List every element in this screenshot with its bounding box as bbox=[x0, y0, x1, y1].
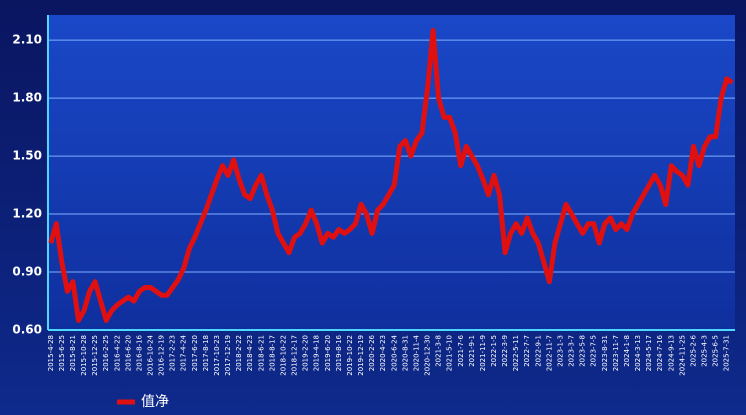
x-tick-label: 2021-9-1 bbox=[468, 335, 476, 367]
y-tick-label: 1.80 bbox=[12, 91, 42, 105]
x-tick-label: 2023-3-7 bbox=[568, 335, 576, 367]
plot-area bbox=[48, 15, 735, 330]
x-tick-label: 2017-10-23 bbox=[213, 335, 221, 376]
x-tick-label: 2020-2-26 bbox=[368, 334, 376, 371]
x-tick-label: 2020-4-23 bbox=[379, 335, 387, 371]
x-tick-label: 2024-3-13 bbox=[634, 335, 642, 371]
x-tick-label: 2020-11-4 bbox=[412, 334, 420, 371]
x-tick-label: 2020-6-24 bbox=[390, 334, 398, 371]
x-tick-label: 2018-6-21 bbox=[257, 335, 265, 371]
x-tick-label: 2024-11-25 bbox=[678, 335, 686, 376]
x-tick-label: 2016-8-16 bbox=[135, 334, 143, 371]
x-tick-label: 2016-12-19 bbox=[158, 335, 166, 376]
y-tick-label: 1.50 bbox=[12, 149, 42, 163]
x-tick-label: 2019-8-16 bbox=[335, 334, 343, 371]
x-tick-label: 2022-7-7 bbox=[523, 335, 531, 367]
x-tick-label: 2016-2-25 bbox=[102, 335, 110, 371]
x-tick-label: 2023-1-3 bbox=[556, 335, 564, 367]
x-tick-label: 2018-2-22 bbox=[235, 335, 243, 371]
x-tick-label: 2024-9-13 bbox=[667, 335, 675, 371]
x-tick-label: 2015-6-25 bbox=[58, 335, 66, 371]
x-tick-label: 2015-8-21 bbox=[69, 335, 77, 371]
x-tick-label: 2025-6-5 bbox=[712, 335, 720, 367]
y-tick-label: 0.90 bbox=[12, 265, 42, 279]
x-tick-label: 2021-11-9 bbox=[479, 335, 487, 371]
x-tick-label: 2016-10-24 bbox=[146, 334, 154, 375]
x-tick-label: 2023-8-31 bbox=[601, 335, 609, 371]
x-tick-label: 2015-12-25 bbox=[91, 335, 99, 376]
x-tick-label: 2022-11-7 bbox=[545, 335, 553, 371]
x-tick-label: 2023-7-5 bbox=[590, 335, 598, 367]
legend-label: 值净 bbox=[141, 394, 169, 410]
x-tick-label: 2016-6-20 bbox=[124, 335, 132, 371]
x-tick-label: 2021-7-6 bbox=[457, 334, 465, 366]
x-tick-label: 2019-2-20 bbox=[302, 335, 310, 371]
x-tick-label: 2019-12-19 bbox=[357, 335, 365, 376]
x-tick-label: 2017-12-19 bbox=[224, 335, 232, 376]
x-tick-label: 2017-2-23 bbox=[169, 335, 177, 371]
x-tick-label: 2022-1-5 bbox=[490, 335, 498, 367]
x-tick-label: 2021-3-8 bbox=[435, 335, 443, 367]
x-tick-label: 2018-12-17 bbox=[291, 335, 299, 376]
x-tick-label: 2015-4-28 bbox=[47, 335, 55, 371]
y-tick-label: 0.60 bbox=[12, 323, 42, 337]
x-tick-label: 2019-4-18 bbox=[313, 335, 321, 371]
x-tick-label: 2022-9-1 bbox=[534, 335, 542, 367]
x-tick-label: 2024-7-16 bbox=[656, 334, 664, 371]
y-tick-label: 1.20 bbox=[12, 207, 42, 221]
series-line bbox=[48, 27, 734, 323]
x-tick-label: 2022-5-11 bbox=[512, 335, 520, 371]
x-tick-label: 2025-7-31 bbox=[723, 335, 731, 371]
x-tick-label: 2017-4-24 bbox=[180, 334, 188, 371]
x-tick-label: 2018-8-17 bbox=[268, 335, 276, 371]
x-tick-label: 2018-10-22 bbox=[279, 335, 287, 376]
x-tick-label: 2017-6-20 bbox=[191, 335, 199, 371]
x-tick-label: 2025-2-6 bbox=[689, 334, 697, 366]
x-tick-label: 2020-8-31 bbox=[401, 335, 409, 371]
x-tick-label: 2016-4-22 bbox=[113, 335, 121, 371]
x-tick-label: 2021-5-10 bbox=[446, 335, 454, 371]
x-tick-label: 2019-6-20 bbox=[324, 335, 332, 371]
x-tick-label: 2025-4-3 bbox=[701, 335, 709, 367]
x-tick-label: 2020-12-30 bbox=[424, 335, 432, 376]
x-tick-label: 2023-11-7 bbox=[612, 335, 620, 371]
x-tick-label: 2018-4-23 bbox=[246, 335, 254, 371]
x-tick-label: 2019-10-22 bbox=[346, 335, 354, 376]
x-tick-label: 2023-5-8 bbox=[579, 335, 587, 367]
y-tick-label: 2.10 bbox=[12, 33, 42, 47]
x-tick-label: 2024-5-17 bbox=[645, 335, 653, 371]
x-tick-label: 2024-1-8 bbox=[623, 335, 631, 367]
x-tick-label: 2022-3-9 bbox=[501, 335, 509, 367]
x-tick-label: 2017-8-18 bbox=[202, 335, 210, 371]
x-tick-label: 2015-10-28 bbox=[80, 335, 88, 376]
